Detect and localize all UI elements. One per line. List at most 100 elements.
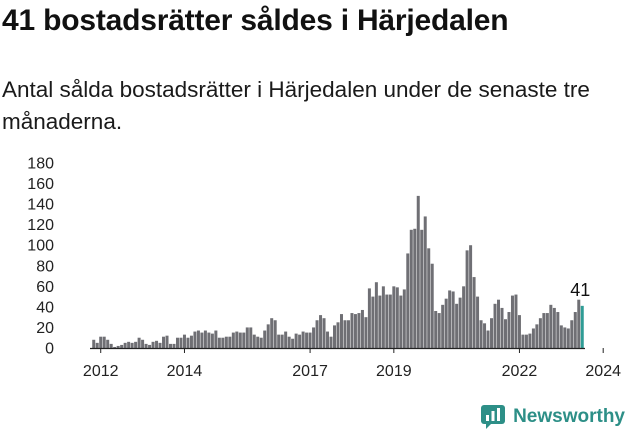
bar xyxy=(273,320,277,348)
bar xyxy=(270,318,274,348)
bar xyxy=(423,216,427,348)
bar xyxy=(357,313,361,348)
bar xyxy=(510,295,514,348)
bar xyxy=(294,333,298,348)
bar xyxy=(437,313,441,348)
bar xyxy=(319,315,323,348)
bar xyxy=(162,336,166,348)
bar xyxy=(378,295,382,348)
bar xyxy=(189,335,193,348)
bar xyxy=(427,248,431,348)
y-tick-label: 140 xyxy=(27,197,54,214)
bar xyxy=(563,327,567,348)
bar xyxy=(566,328,570,348)
bar xyxy=(312,327,316,348)
y-tick-label: 20 xyxy=(36,320,54,337)
bar-latest xyxy=(580,305,584,348)
bar xyxy=(217,337,221,348)
bar xyxy=(514,294,518,348)
bar xyxy=(116,345,120,348)
bar xyxy=(305,332,309,348)
bar xyxy=(448,290,452,348)
bar xyxy=(134,341,138,348)
bar xyxy=(109,343,113,348)
bar xyxy=(350,313,354,348)
bar xyxy=(144,343,148,348)
bar xyxy=(315,320,319,348)
newsworthy-brand[interactable]: Newsworthy xyxy=(480,404,625,430)
bar xyxy=(353,314,357,348)
bar xyxy=(106,339,110,348)
x-tick-label: 2019 xyxy=(376,363,412,380)
x-tick-label: 2014 xyxy=(167,363,203,380)
bar xyxy=(165,335,169,348)
last-value-annotation: 41 xyxy=(570,280,590,300)
bar xyxy=(203,330,207,348)
bar xyxy=(493,303,497,348)
bar xyxy=(497,299,501,348)
bar xyxy=(193,331,197,348)
bar xyxy=(346,320,350,348)
x-tick-label: 2022 xyxy=(502,363,538,380)
bar xyxy=(556,312,560,348)
bar xyxy=(490,318,494,348)
bar xyxy=(455,303,459,348)
bar xyxy=(169,343,173,348)
bar xyxy=(308,332,312,348)
bar xyxy=(224,336,228,348)
bar xyxy=(409,229,413,348)
brand-name: Newsworthy xyxy=(513,406,625,427)
bar xyxy=(252,334,256,348)
bar xyxy=(381,286,385,348)
bar xyxy=(577,299,581,348)
bar xyxy=(517,315,521,348)
bar xyxy=(336,322,340,348)
y-tick-label: 100 xyxy=(27,238,54,255)
bar xyxy=(99,336,103,348)
bar xyxy=(228,336,232,348)
bar xyxy=(326,331,330,348)
bar xyxy=(531,328,535,348)
bar xyxy=(266,324,270,348)
bar xyxy=(120,344,124,348)
bar xyxy=(102,336,106,348)
bar xyxy=(465,250,469,348)
bar xyxy=(462,286,466,348)
bar xyxy=(148,344,152,348)
bar xyxy=(182,334,186,348)
bar-series xyxy=(92,195,584,348)
y-tick-label: 40 xyxy=(36,299,54,316)
bar xyxy=(235,331,239,348)
bar xyxy=(343,320,347,348)
bar xyxy=(416,195,420,348)
bar xyxy=(137,337,141,348)
bar xyxy=(196,330,200,348)
bar xyxy=(570,320,574,348)
bar xyxy=(500,307,504,348)
bar xyxy=(444,298,448,348)
bar xyxy=(367,288,371,348)
bar xyxy=(360,309,364,348)
bar xyxy=(210,333,214,348)
bar xyxy=(284,331,288,348)
bar xyxy=(535,324,539,348)
bar xyxy=(256,336,260,348)
bar xyxy=(552,307,556,348)
bar xyxy=(549,304,553,348)
bar xyxy=(301,331,305,348)
bar xyxy=(123,342,127,348)
bar xyxy=(231,332,235,348)
bar xyxy=(186,337,190,348)
y-tick-label: 160 xyxy=(27,176,54,193)
bar xyxy=(130,342,134,348)
bar xyxy=(151,341,155,348)
bar xyxy=(521,334,525,348)
bar xyxy=(113,346,117,348)
bar xyxy=(127,341,131,348)
y-tick-label: 0 xyxy=(45,341,54,358)
bar xyxy=(238,332,242,348)
bar xyxy=(364,317,368,348)
bar xyxy=(291,338,295,348)
bar xyxy=(172,343,176,348)
